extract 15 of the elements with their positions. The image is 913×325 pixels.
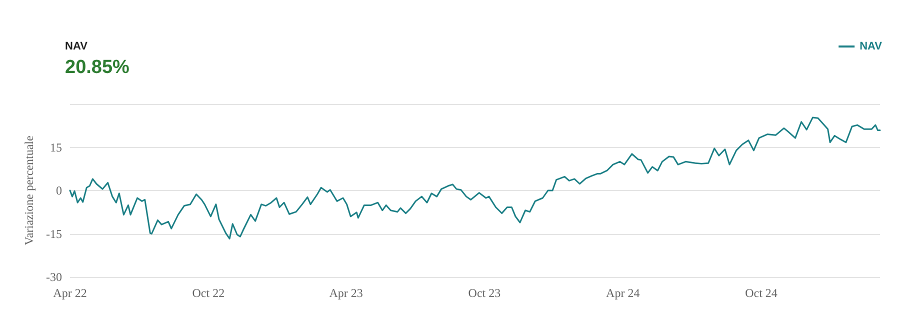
line-series (69, 116, 881, 240)
y-tick-label: -30 (46, 270, 62, 284)
x-tick-label: Oct 23 (468, 286, 501, 300)
y-tick-label: 0 (56, 184, 62, 198)
x-tick-label: Apr 24 (606, 286, 640, 300)
x-tick-label: Oct 24 (745, 286, 778, 300)
x-tick-label: Oct 22 (192, 286, 225, 300)
y-axis-title: Variazione percentuale (22, 136, 36, 246)
x-tick-label: Apr 22 (53, 286, 87, 300)
y-tick-label: 15 (50, 140, 62, 154)
x-tick-label: Apr 23 (329, 286, 363, 300)
chart-subtitle: 20.85% (65, 57, 130, 78)
legend-label: NAV (860, 40, 883, 52)
chart-title: NAV (65, 40, 88, 52)
y-tick-label: -15 (46, 226, 62, 241)
